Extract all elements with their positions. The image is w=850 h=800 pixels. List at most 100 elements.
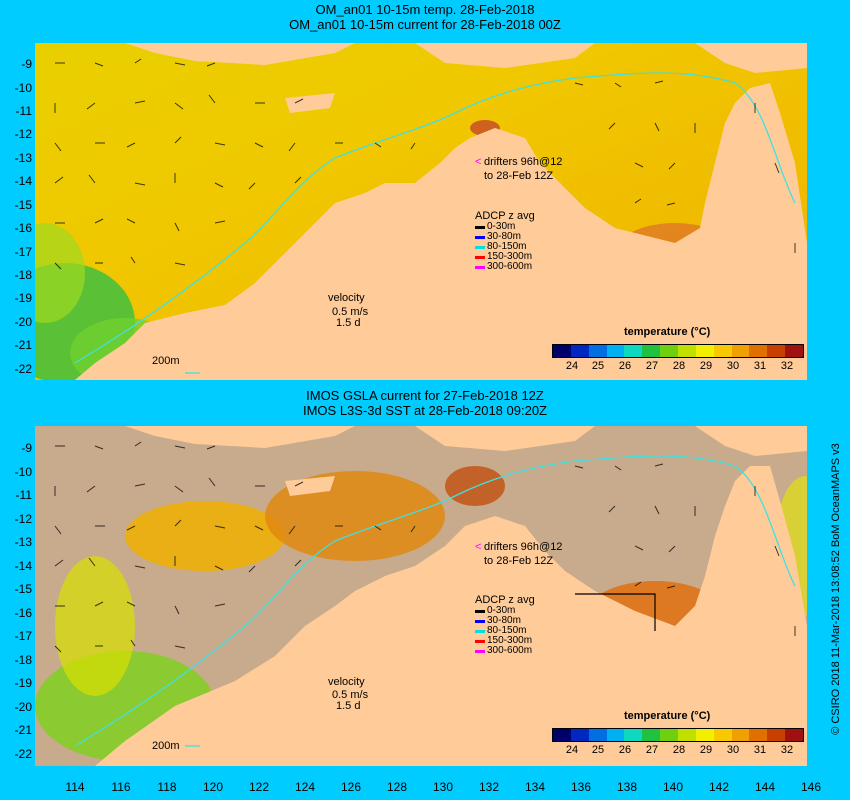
y-tick: -11 bbox=[15, 104, 32, 118]
colorbar-segment bbox=[624, 729, 643, 741]
adcp-legend-label: 150-300m bbox=[487, 635, 533, 646]
colorbar-tick: 29 bbox=[699, 360, 713, 372]
x-tick: 124 bbox=[294, 780, 316, 794]
colorbar-segment bbox=[642, 729, 661, 741]
y-tick: -16 bbox=[14, 221, 32, 235]
colorbar-tick: 24 bbox=[565, 360, 579, 372]
colorbar-segment bbox=[642, 345, 661, 357]
x-tick: 114 bbox=[65, 780, 85, 794]
adcp-legend-label: 80-150m bbox=[487, 625, 527, 636]
top-map bbox=[35, 43, 807, 380]
adcp-legend-row: 30-80m bbox=[475, 616, 535, 626]
colorbar-segment bbox=[749, 345, 768, 357]
colorbar-segment bbox=[749, 729, 768, 741]
colorbar-segment bbox=[660, 345, 679, 357]
y-tick: -22 bbox=[14, 362, 32, 376]
y-tick: -14 bbox=[14, 174, 32, 188]
colorbar-title: temperature (°C) bbox=[624, 326, 711, 338]
y-tick: -22 bbox=[14, 747, 32, 761]
colorbar-tick: 24 bbox=[565, 744, 579, 756]
colorbar-segment bbox=[695, 345, 714, 357]
credit-label: © CSIRO 2018 11-Mar-2018 13:08:52 BoM Oc… bbox=[830, 443, 842, 735]
colorbar-segment bbox=[588, 729, 607, 741]
isobath-label: 200m bbox=[152, 355, 180, 367]
adcp-legend-row: 150-300m bbox=[475, 636, 535, 646]
y-tick: -21 bbox=[14, 338, 32, 352]
y-tick: -17 bbox=[14, 629, 32, 643]
x-tick: 140 bbox=[662, 780, 684, 794]
adcp-legend-label: 300-600m bbox=[487, 261, 533, 272]
colorbar-swatch bbox=[552, 344, 804, 358]
x-tick: 138 bbox=[616, 780, 638, 794]
colorbar-segment bbox=[767, 729, 786, 741]
colorbar-tick: 25 bbox=[591, 360, 605, 372]
current-arrows bbox=[54, 58, 796, 270]
top-title-line1: OM_an01 10-15m temp. 28-Feb-2018 bbox=[315, 2, 535, 17]
bottom-title-line1: IMOS GSLA current for 27-Feb-2018 12Z bbox=[306, 388, 544, 403]
colorbar-tick: 30 bbox=[726, 744, 740, 756]
drifters-label-line1: drifters 96h@12 bbox=[484, 541, 563, 553]
y-tick: -9 bbox=[21, 57, 32, 71]
colorbar-segment bbox=[588, 345, 607, 357]
land-islands bbox=[415, 426, 595, 451]
y-tick: -20 bbox=[14, 700, 32, 714]
drifters-label-line1: drifters 96h@12 bbox=[484, 156, 563, 168]
colorbar-tick: 25 bbox=[591, 744, 605, 756]
colorbar-segment bbox=[785, 729, 804, 741]
drifter-marker: < bbox=[475, 541, 482, 553]
colorbar-segment bbox=[785, 345, 804, 357]
adcp-legend-label: 300-600m bbox=[487, 645, 533, 656]
adcp-legend-label: 30-80m bbox=[487, 615, 521, 626]
colorbar-tick: 27 bbox=[645, 744, 659, 756]
y-tick: -14 bbox=[14, 559, 32, 573]
colorbar-tick: 28 bbox=[672, 744, 686, 756]
adcp-legend: ADCP z avg 0-30m 30-80m 80-150m 150-300m… bbox=[475, 595, 535, 656]
colorbar: 24 25 26 27 28 29 30 31 32 bbox=[552, 728, 804, 756]
y-tick: -18 bbox=[14, 268, 32, 282]
velocity-title: velocity bbox=[328, 676, 365, 688]
adcp-legend-title: ADCP z avg bbox=[475, 594, 535, 606]
land-australia bbox=[95, 466, 807, 766]
y-tick: -15 bbox=[14, 582, 32, 596]
y-tick: -15 bbox=[14, 198, 32, 212]
y-tick: -10 bbox=[14, 465, 32, 479]
colorbar-segment bbox=[553, 345, 571, 357]
x-tick: 142 bbox=[708, 780, 730, 794]
velocity-duration: 1.5 d bbox=[336, 317, 361, 329]
colorbar-segment bbox=[678, 729, 696, 741]
x-tick: 134 bbox=[524, 780, 546, 794]
adcp-legend-row: 0-30m bbox=[475, 222, 535, 232]
x-tick: 116 bbox=[111, 780, 131, 794]
colorbar-segment bbox=[606, 729, 625, 741]
x-tick: 136 bbox=[570, 780, 592, 794]
velocity-duration: 1.5 d bbox=[336, 700, 361, 712]
colorbar-segment bbox=[713, 729, 732, 741]
y-tick: -18 bbox=[14, 653, 32, 667]
y-tick: -10 bbox=[14, 81, 32, 95]
x-tick: 122 bbox=[248, 780, 270, 794]
colorbar-segment bbox=[553, 729, 571, 741]
x-tick: 118 bbox=[157, 780, 177, 794]
adcp-legend-title: ADCP z avg bbox=[475, 210, 535, 222]
drifters-label-line2: to 28-Feb 12Z bbox=[484, 555, 554, 567]
adcp-legend-label: 0-30m bbox=[487, 221, 516, 232]
colorbar-segment bbox=[570, 729, 589, 741]
adcp-legend-row: 0-30m bbox=[475, 606, 535, 616]
x-tick: 144 bbox=[754, 780, 776, 794]
drifter-marker: < bbox=[475, 156, 482, 168]
land-timor bbox=[125, 426, 355, 448]
adcp-legend-label: 150-300m bbox=[487, 251, 533, 262]
colorbar-tick: 32 bbox=[780, 360, 794, 372]
colorbar-segment bbox=[678, 345, 696, 357]
bottom-map-panel bbox=[35, 426, 807, 766]
colorbar-ticks: 24 25 26 27 28 29 30 31 32 bbox=[552, 742, 802, 756]
adcp-legend-label: 30-80m bbox=[487, 231, 521, 242]
top-map-panel bbox=[35, 43, 807, 380]
top-title-line2: OM_an01 10-15m current for 28-Feb-2018 0… bbox=[289, 17, 561, 32]
x-tick: 146 bbox=[800, 780, 822, 794]
x-tick: 120 bbox=[202, 780, 224, 794]
colorbar-segment bbox=[731, 729, 750, 741]
colorbar-tick: 31 bbox=[753, 360, 767, 372]
y-tick: -12 bbox=[14, 512, 32, 526]
velocity-speed: 0.5 m/s bbox=[332, 306, 369, 318]
